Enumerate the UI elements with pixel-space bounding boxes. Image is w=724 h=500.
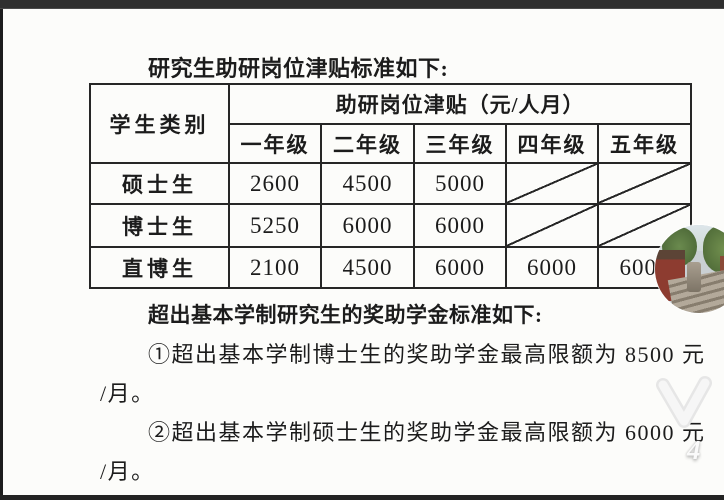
body-line: ①超出基本学制博士生的奖助学金最高限额为 8500 元 <box>148 342 706 367</box>
document-page: 研究生助研岗位津贴标准如下: 学生类别 助研岗位津贴（元/人月） 一年级 二年级 三年级… <box>0 9 724 496</box>
user-avatar[interactable] <box>655 225 724 313</box>
grade-header-cell: 四年级 <box>505 123 599 164</box>
page-number-badge: 4 <box>687 435 701 465</box>
na-slash-cell <box>596 162 693 205</box>
value-cell: 2100 <box>228 246 322 289</box>
body-line: ②超出基本学制硕士生的奖助学金最高限额为 6000 元 <box>148 420 706 445</box>
value-cell: 4500 <box>320 162 415 205</box>
value-cell: 5250 <box>228 203 322 248</box>
category-cell: 直博生 <box>89 246 230 289</box>
value-cell: 4500 <box>320 246 415 289</box>
value-cell: 6000 <box>413 203 507 248</box>
stipend-table: 学生类别 助研岗位津贴（元/人月） 一年级 二年级 三年级 四年级 五年级 硕士生 2600 45… <box>89 83 693 289</box>
table-row: 直博生 2100 4500 6000 6000 6000 <box>89 246 693 289</box>
avatar-stone <box>686 261 701 292</box>
value-cell: 2600 <box>228 162 322 205</box>
category-cell: 硕士生 <box>89 162 230 205</box>
value-cell: 6000 <box>505 246 599 289</box>
chevron-down-icon[interactable] <box>656 375 712 435</box>
group-header-cell: 助研岗位津贴（元/人月） <box>227 83 693 125</box>
table-row: 硕士生 2600 4500 5000 <box>89 162 693 205</box>
category-cell: 博士生 <box>89 203 230 248</box>
grade-header-cell: 五年级 <box>596 123 693 164</box>
body-text: 超出基本学制研究生的奖助学金标准如下: ①超出基本学制博士生的奖助学金最高限额为 … <box>100 296 706 491</box>
page-title: 研究生助研岗位津贴标准如下: <box>148 56 449 81</box>
na-slash-cell <box>505 162 599 205</box>
grade-header-cell: 三年级 <box>413 123 507 164</box>
grade-header-cell: 一年级 <box>228 123 322 164</box>
overflow-heading: 超出基本学制研究生的奖助学金标准如下: <box>148 303 543 327</box>
top-letterbox-bar <box>0 0 724 9</box>
table-header-row: 学生类别 助研岗位津贴（元/人月） <box>89 83 693 164</box>
grade-header-cell: 二年级 <box>320 123 415 164</box>
value-cell: 6000 <box>413 246 507 289</box>
grade-header-row: 一年级 二年级 三年级 四年级 五年级 <box>90 123 693 164</box>
value-cell: 5000 <box>413 162 507 205</box>
value-cell: 6000 <box>320 203 415 248</box>
bottom-letterbox-bar <box>0 495 724 500</box>
corner-header-cell: 学生类别 <box>89 83 230 164</box>
stipend-table-body: 学生类别 助研岗位津贴（元/人月） 一年级 二年级 三年级 四年级 五年级 硕士生 2600 45… <box>89 83 693 289</box>
na-slash-cell <box>505 203 599 248</box>
body-line: /月。 <box>100 459 155 484</box>
page-left-border <box>0 9 3 496</box>
body-line: /月。 <box>100 381 155 406</box>
table-row: 博士生 5250 6000 6000 <box>89 203 693 248</box>
avatar-foliage <box>703 225 724 274</box>
